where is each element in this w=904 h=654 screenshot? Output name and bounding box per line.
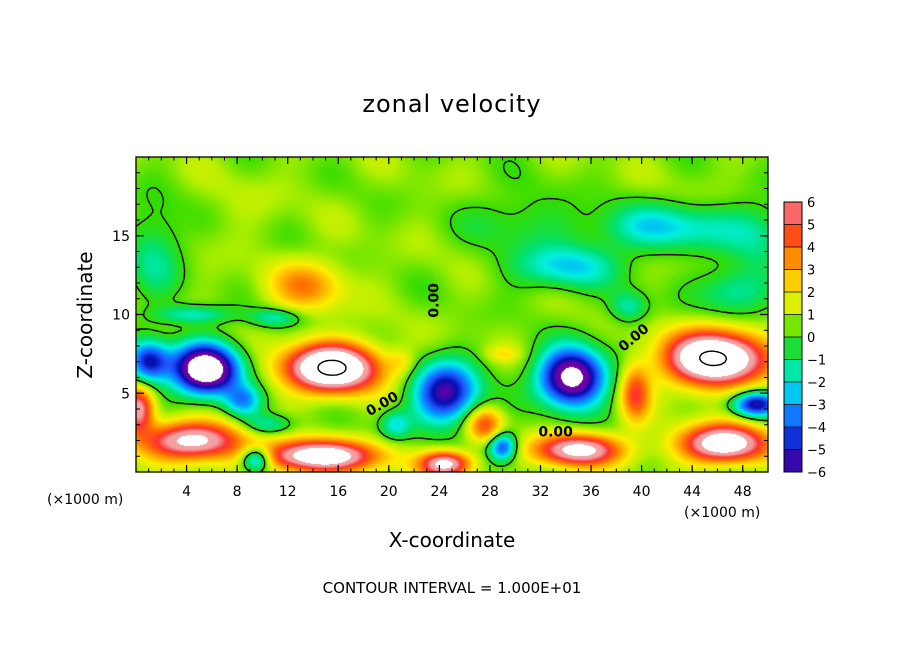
x-tick-label: 12	[279, 484, 297, 500]
x-tick-label: 16	[329, 484, 347, 500]
colorbar-tick-label: 4	[807, 241, 815, 256]
colorbar-tick-label: 6	[807, 196, 815, 211]
colorbar-swatch	[784, 382, 802, 405]
colorbar: 6 5 4 3 2 1 0 −1 −2 −3 −4 −5 −6	[783, 196, 826, 481]
colorbar-swatch	[784, 292, 802, 315]
x-tick-label: 8	[233, 484, 242, 500]
x-tick-label: 20	[380, 484, 398, 500]
colorbar-tick-label: 1	[807, 309, 815, 324]
chart-title: zonal velocity	[362, 90, 541, 118]
colorbar-tick-label: −6	[807, 466, 826, 481]
x-axis-unit: (×1000 m)	[684, 505, 760, 521]
colorbar-tick-label: −2	[807, 376, 826, 391]
x-tick-label: 40	[633, 484, 651, 500]
colorbar-swatch	[784, 427, 802, 450]
y-axis-label: Z-coordinate	[73, 251, 97, 378]
colorbar-tick-label: 5	[807, 219, 815, 234]
colorbar-swatch	[784, 359, 802, 383]
contour-label-3: 0.00	[538, 425, 573, 441]
x-tick-label: 32	[532, 484, 550, 500]
x-axis: 4 8 12 16 20 24 28 32 36 40 44 48	[148, 157, 756, 500]
x-tick-label: 48	[734, 484, 752, 500]
colorbar-tick-label: 3	[807, 264, 815, 279]
heatmap-image	[136, 157, 768, 472]
colorbar-tick-label: −5	[807, 444, 826, 459]
y-tick-label: 10	[112, 308, 130, 324]
colorbar-swatch	[784, 202, 802, 225]
colorbar-tick-label: −4	[807, 421, 826, 436]
x-axis-label: X-coordinate	[389, 528, 516, 552]
colorbar-swatch	[784, 269, 802, 293]
colorbar-swatch	[784, 247, 802, 270]
y-tick-label: 15	[112, 229, 130, 245]
x-tick-label: 36	[582, 484, 600, 500]
contour-positive	[317, 350, 728, 376]
y-axis: 5 10 15	[112, 172, 768, 457]
colorbar-swatch	[784, 224, 802, 248]
colorbar-tick-label: 0	[807, 331, 815, 346]
colorbar-swatch	[784, 314, 802, 338]
contour-interval-note: CONTOUR INTERVAL = 1.000E+01	[323, 579, 582, 597]
contour-label-1: 0.00	[426, 283, 442, 318]
colorbar-tick-label: 2	[807, 286, 815, 301]
colorbar-swatch	[784, 449, 802, 473]
y-axis-unit: (×1000 m)	[47, 492, 123, 508]
colorbar-swatch	[784, 404, 802, 428]
colorbar-swatch	[784, 337, 802, 360]
contour-zero	[136, 160, 768, 472]
x-tick-label: 28	[481, 484, 499, 500]
plot-area: 0.000.000.000.00	[136, 157, 768, 472]
contour-lines	[136, 160, 768, 472]
colorbar-tick-label: −3	[807, 399, 826, 414]
y-tick-label: 5	[121, 386, 130, 402]
colorbar-tick-label: −1	[807, 354, 826, 369]
x-tick-label: 44	[683, 484, 701, 500]
x-tick-label: 24	[430, 484, 448, 500]
x-tick-label: 4	[182, 484, 191, 500]
